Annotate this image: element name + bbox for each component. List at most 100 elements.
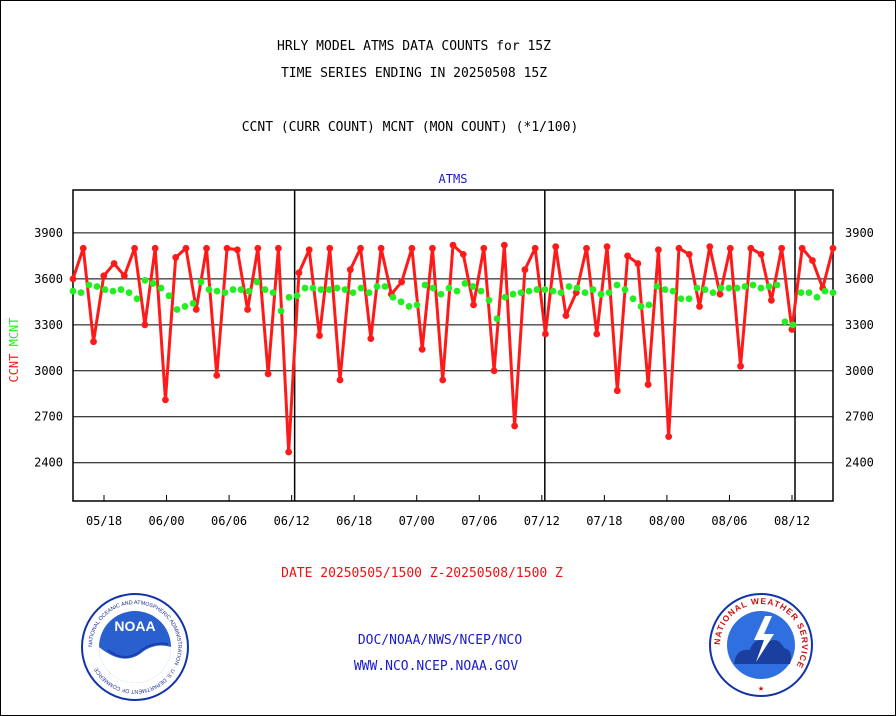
ccnt-point-57 — [655, 246, 662, 254]
mcnt-point-81 — [717, 284, 725, 292]
x-tick-label-07/12: 07/12 — [524, 514, 560, 528]
mcnt-point-67 — [605, 289, 613, 297]
ccnt-point-16 — [233, 246, 241, 254]
nws-logo: NATIONAL WEATHER SERVICE ★ — [709, 593, 813, 697]
ccnt-point-33 — [408, 244, 416, 252]
mcnt-point-83 — [733, 284, 741, 292]
ccnt-point-62 — [706, 243, 714, 251]
mcnt-point-49 — [461, 280, 469, 287]
mcnt-point-95 — [829, 289, 837, 297]
mcnt-point-24 — [261, 286, 269, 293]
ccnt-point-64 — [726, 244, 734, 252]
mcnt-point-0 — [69, 287, 77, 295]
mcnt-point-92 — [805, 289, 813, 297]
y-tick-left-3300: 3300 — [34, 318, 63, 332]
ccnt-point-58 — [665, 433, 673, 441]
mcnt-point-74 — [661, 286, 669, 293]
mcnt-point-62 — [565, 283, 573, 290]
ccnt-point-72 — [809, 257, 816, 264]
y-tick-right-2400: 2400 — [845, 456, 874, 470]
ccnt-point-43 — [511, 422, 519, 430]
ccnt-point-13 — [203, 244, 210, 252]
ccnt-point-69 — [778, 244, 786, 252]
ccnt-point-40 — [480, 244, 488, 252]
mcnt-point-20 — [229, 286, 237, 293]
org-label: DOC/NOAA/NWS/NCEP/NCO — [357, 633, 523, 648]
ccnt-point-65 — [737, 362, 744, 370]
mcnt-point-52 — [485, 296, 493, 304]
mcnt-point-31 — [317, 286, 325, 293]
mcnt-point-59 — [541, 286, 549, 293]
mcnt-point-43 — [413, 301, 421, 309]
ccnt-point-15 — [223, 244, 231, 252]
mcnt-point-72 — [645, 301, 653, 309]
x-tick-label-06/00: 06/00 — [148, 514, 184, 528]
mcnt-point-91 — [797, 289, 805, 297]
y-tick-right-3600: 3600 — [845, 272, 874, 286]
ccnt-point-24 — [316, 332, 323, 339]
ccnt-point-30 — [377, 244, 385, 252]
ccnt-point-38 — [459, 250, 467, 258]
mcnt-point-25 — [269, 289, 277, 297]
mcnt-point-56 — [517, 289, 525, 297]
mcnt-point-54 — [501, 293, 509, 301]
mcnt-point-30 — [309, 284, 317, 292]
mcnt-point-8 — [133, 295, 141, 303]
mcnt-point-68 — [613, 281, 621, 289]
x-tick-label-08/12: 08/12 — [774, 514, 810, 528]
mcnt-point-1 — [77, 289, 85, 297]
mcnt-point-44 — [421, 281, 429, 289]
ccnt-point-8 — [151, 244, 159, 252]
ccnt-point-2 — [90, 338, 97, 346]
ccnt-point-46 — [542, 330, 549, 338]
x-tick-label-08/00: 08/00 — [649, 514, 685, 528]
mcnt-point-9 — [141, 276, 149, 284]
y-tick-left-2400: 2400 — [34, 456, 63, 470]
ccnt-point-54 — [624, 252, 631, 260]
mcnt-point-2 — [85, 281, 93, 289]
ccnt-point-59 — [675, 244, 683, 252]
x-tick-label-05/18: 05/18 — [86, 514, 122, 528]
mcnt-point-14 — [181, 303, 189, 310]
mcnt-point-73 — [653, 283, 661, 290]
mcnt-point-89 — [781, 318, 789, 326]
mcnt-point-32 — [325, 286, 333, 293]
ccnt-point-4 — [110, 260, 118, 267]
ccnt-point-3 — [100, 272, 108, 280]
plot-frame — [72, 189, 834, 502]
ccnt-point-19 — [264, 370, 272, 378]
mcnt-point-61 — [557, 289, 565, 297]
mcnt-point-51 — [477, 287, 485, 295]
url-link[interactable]: WWW.NCO.NCEP.NOAA.GOV — [353, 659, 519, 674]
mcnt-point-65 — [589, 286, 597, 293]
chart-subtitle: CCNT (CURR COUNT) MCNT (MON COUNT) (*1/1… — [241, 120, 579, 135]
mcnt-point-86 — [757, 284, 765, 292]
mcnt-point-21 — [237, 286, 245, 293]
ccnt-point-44 — [521, 266, 529, 274]
ccnt-point-53 — [613, 387, 621, 395]
x-tick-label-08/06: 08/06 — [711, 514, 747, 528]
ccnt-point-14 — [213, 371, 221, 379]
chart-title-line1: HRLY MODEL ATMS DATA COUNTS for 15Z — [277, 39, 551, 54]
ccnt-point-26 — [336, 376, 344, 384]
nws-logo-star-icon: ★ — [758, 683, 764, 694]
mcnt-point-10 — [149, 280, 157, 287]
x-tick-label-06/12: 06/12 — [274, 514, 310, 528]
mcnt-point-12 — [165, 292, 173, 300]
mcnt-point-82 — [725, 284, 733, 292]
ccnt-point-28 — [357, 244, 364, 252]
mcnt-point-94 — [821, 287, 829, 295]
ccnt-point-27 — [346, 266, 354, 274]
y-tick-left-3000: 3000 — [34, 364, 63, 378]
mcnt-point-66 — [597, 290, 605, 298]
ccnt-point-12 — [192, 306, 200, 313]
y-tick-right-3000: 3000 — [845, 364, 874, 378]
ccnt-point-0 — [69, 275, 77, 283]
mcnt-point-46 — [437, 290, 445, 298]
ccnt-point-5 — [120, 272, 128, 280]
mcnt-point-23 — [253, 278, 261, 286]
ccnt-point-23 — [305, 246, 313, 254]
noaa-logo: NOAA NATIONAL OCEANIC AND ATMOSPHERIC AD… — [81, 593, 189, 701]
mcnt-point-77 — [685, 295, 693, 303]
